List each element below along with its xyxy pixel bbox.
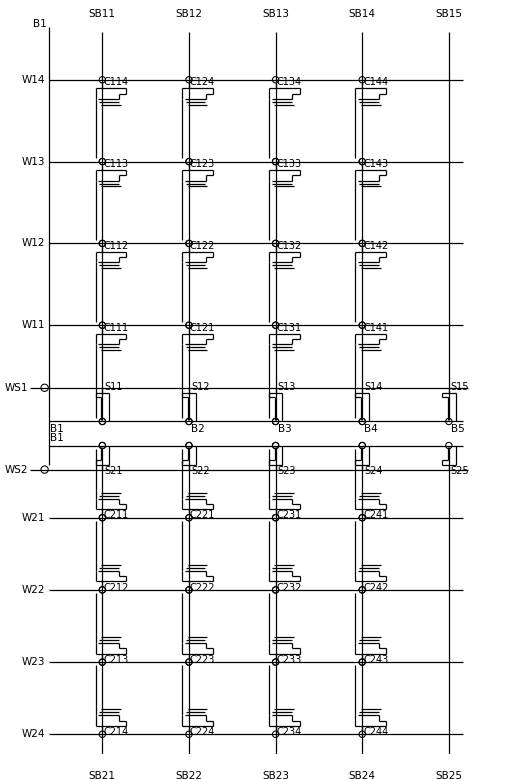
Text: C232: C232 <box>277 583 302 593</box>
Text: C223: C223 <box>190 655 215 664</box>
Text: C233: C233 <box>277 655 302 664</box>
Text: C242: C242 <box>363 583 388 593</box>
Text: C134: C134 <box>277 77 302 87</box>
Text: WS1: WS1 <box>5 382 28 393</box>
Text: C231: C231 <box>277 510 302 520</box>
Text: C133: C133 <box>277 159 302 169</box>
Text: C123: C123 <box>190 159 215 169</box>
Text: W24: W24 <box>22 729 46 739</box>
Text: W12: W12 <box>22 238 46 249</box>
Text: C234: C234 <box>277 727 302 737</box>
Text: C222: C222 <box>190 583 215 593</box>
Text: C244: C244 <box>363 727 388 737</box>
Text: SB15: SB15 <box>435 9 462 19</box>
Text: C132: C132 <box>277 241 302 251</box>
Text: S23: S23 <box>278 466 296 476</box>
Text: SB14: SB14 <box>349 9 376 19</box>
Text: B1: B1 <box>50 432 64 442</box>
Text: B4: B4 <box>364 425 378 435</box>
Text: C211: C211 <box>103 510 128 520</box>
Text: C143: C143 <box>363 159 388 169</box>
Text: W22: W22 <box>22 585 46 595</box>
Text: B1: B1 <box>33 19 46 29</box>
Text: SB22: SB22 <box>175 770 202 779</box>
Text: W23: W23 <box>22 657 46 667</box>
Text: C213: C213 <box>103 655 128 664</box>
Text: C241: C241 <box>363 510 388 520</box>
Text: C144: C144 <box>363 77 388 87</box>
Text: C114: C114 <box>103 77 128 87</box>
Text: C113: C113 <box>103 159 128 169</box>
Text: SB23: SB23 <box>262 770 289 779</box>
Text: S22: S22 <box>191 466 210 476</box>
Text: SB25: SB25 <box>435 770 462 779</box>
Text: S21: S21 <box>105 466 123 476</box>
Text: SB21: SB21 <box>89 770 116 779</box>
Text: C224: C224 <box>190 727 215 737</box>
Text: C112: C112 <box>103 241 128 251</box>
Text: S11: S11 <box>105 382 123 392</box>
Text: SB11: SB11 <box>89 9 116 19</box>
Text: W11: W11 <box>22 320 46 330</box>
Text: C122: C122 <box>190 241 215 251</box>
Text: S12: S12 <box>191 382 210 392</box>
Text: C212: C212 <box>103 583 128 593</box>
Text: C221: C221 <box>190 510 215 520</box>
Text: S13: S13 <box>278 382 296 392</box>
Text: B5: B5 <box>451 425 464 435</box>
Text: C131: C131 <box>277 323 302 333</box>
Text: C243: C243 <box>363 655 388 664</box>
Text: C111: C111 <box>103 323 128 333</box>
Text: W14: W14 <box>22 75 46 85</box>
Text: W21: W21 <box>22 513 46 523</box>
Text: C214: C214 <box>103 727 128 737</box>
Text: C141: C141 <box>363 323 388 333</box>
Text: S25: S25 <box>451 466 470 476</box>
Text: B1: B1 <box>50 425 64 435</box>
Text: S24: S24 <box>364 466 383 476</box>
Text: C121: C121 <box>190 323 215 333</box>
Text: SB12: SB12 <box>175 9 202 19</box>
Text: B3: B3 <box>278 425 291 435</box>
Text: S14: S14 <box>364 382 383 392</box>
Text: C142: C142 <box>363 241 388 251</box>
Text: SB24: SB24 <box>349 770 376 779</box>
Text: B2: B2 <box>191 425 205 435</box>
Text: WS2: WS2 <box>5 464 28 474</box>
Text: SB13: SB13 <box>262 9 289 19</box>
Text: C124: C124 <box>190 77 215 87</box>
Text: S15: S15 <box>451 382 469 392</box>
Text: W13: W13 <box>22 157 46 167</box>
